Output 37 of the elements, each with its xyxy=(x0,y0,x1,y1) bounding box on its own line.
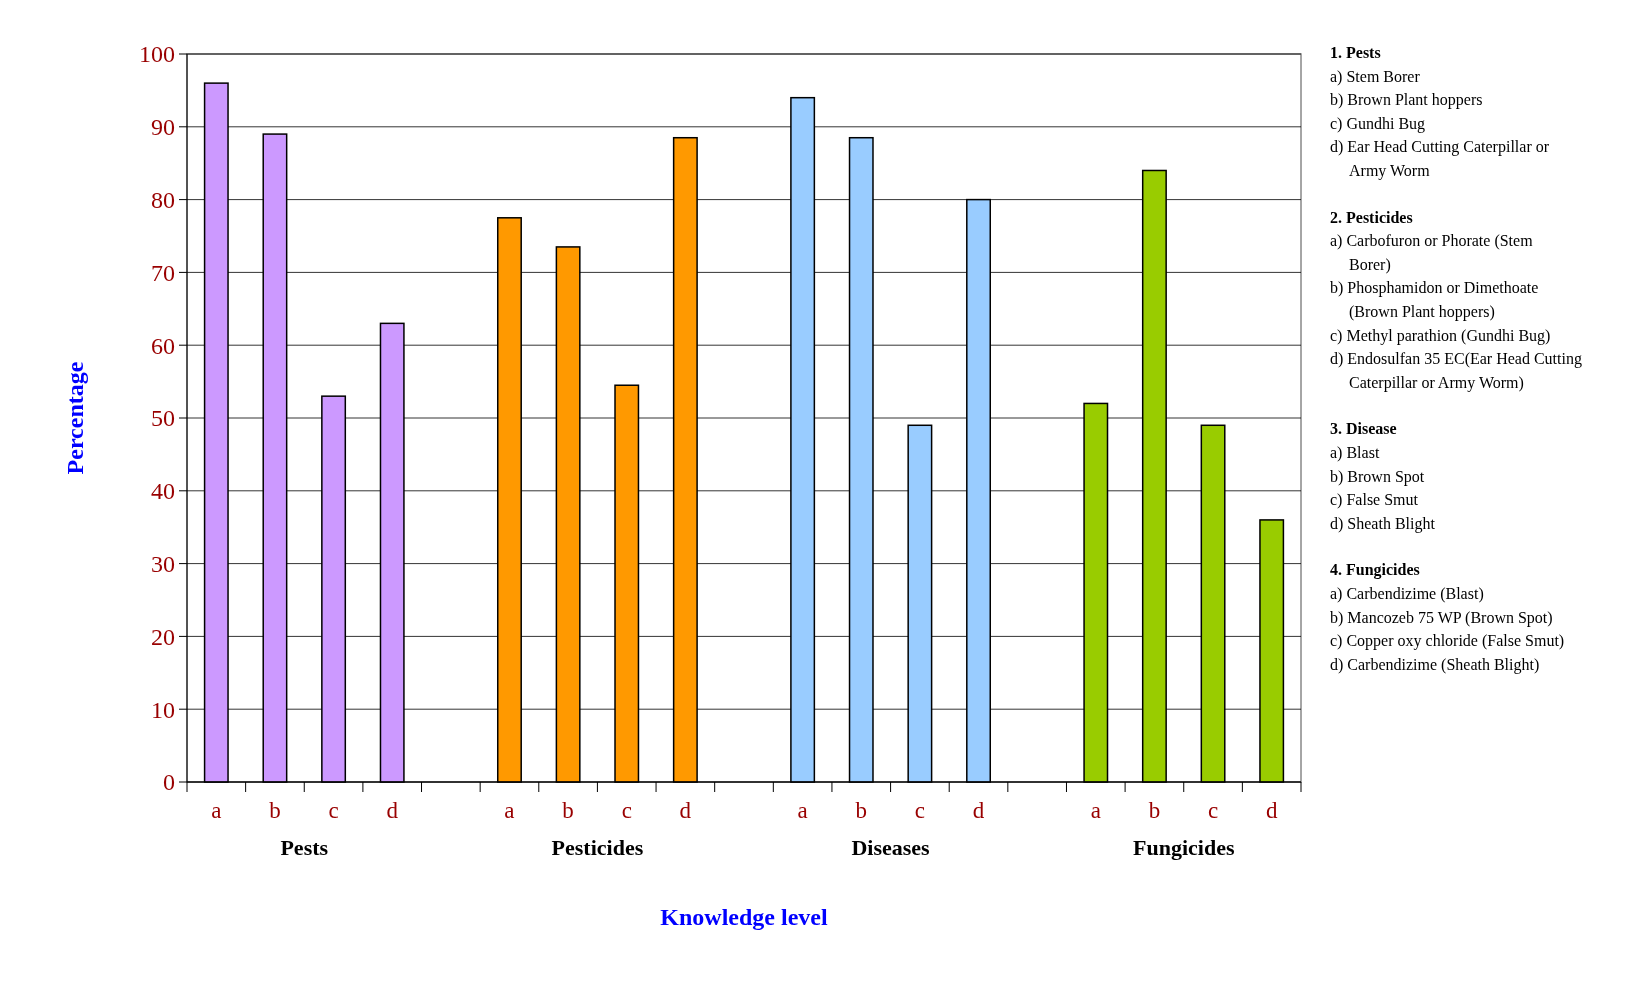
x-tick-label: b xyxy=(562,798,574,823)
x-tick-label: c xyxy=(914,798,925,823)
x-tick-label: b xyxy=(1148,798,1161,823)
x-tick-label: d xyxy=(972,798,985,823)
x-tick-label: d xyxy=(679,798,692,823)
y-tick-label: 60 xyxy=(151,332,175,359)
y-tick-label: 20 xyxy=(151,623,175,650)
text: Fungicides xyxy=(1133,835,1235,860)
y-tick-label: 70 xyxy=(151,259,175,286)
x-tick-label: a xyxy=(1090,798,1101,823)
x-tick-label: d xyxy=(386,798,399,823)
text: Pests xyxy=(280,835,329,860)
y-axis-title: Percentage xyxy=(62,361,88,475)
text: Diseases xyxy=(851,835,931,860)
x-tick-label: b xyxy=(269,798,281,823)
x-tick-label: c xyxy=(1207,798,1219,823)
text: 4. Fungicides a) Carbendizime (Blast) b) Mancozeb 75 WP (Brown Spot) c) Copper oxy chloride (False Smut) d) Carbendizime (Sheath Blight) xyxy=(1330,561,1565,674)
y-tick-label: 0 xyxy=(163,769,175,796)
x-tick-label: b xyxy=(855,798,868,823)
text: 3. Disease a) Blast b) Brown Spot c) False Smut d) Sheath Blight xyxy=(1330,420,1436,533)
text: Pesticides xyxy=(551,835,644,860)
x-tick-label: c xyxy=(621,798,632,823)
y-tick-label: 100 xyxy=(139,41,175,68)
x-tick-label: a xyxy=(504,798,515,823)
y-tick-label: 40 xyxy=(151,478,175,505)
x-tick-label: a xyxy=(211,798,222,823)
x-tick-label: c xyxy=(328,798,339,823)
x-axis-title: Knowledge level xyxy=(660,904,828,930)
y-tick-label: 30 xyxy=(151,551,175,577)
y-tick-label: 80 xyxy=(151,187,175,213)
x-tick-label: a xyxy=(797,798,808,823)
x-tick-label: d xyxy=(1265,798,1278,823)
y-tick-label: 90 xyxy=(151,114,175,141)
text: 1. Pests a) Stem Borer b) Brown Plant hoppers c) Gundhi Bug d) Ear Head Cutting Caterpillar or Army Worm xyxy=(1330,44,1550,180)
y-tick-label: 50 xyxy=(151,405,175,432)
y-tick-label: 10 xyxy=(151,696,175,723)
text: 2. Pesticides a) Carbofuron or Phorate (Stem Borer) b) Phosphamidon or Dimethoate (Brown Plant hoppers) c) Methyl parathion (Gundhi Bug) d) Endosulfan 35 EC(Ear Head Cutting Caterpillar or Army Worm) xyxy=(1330,208,1582,392)
